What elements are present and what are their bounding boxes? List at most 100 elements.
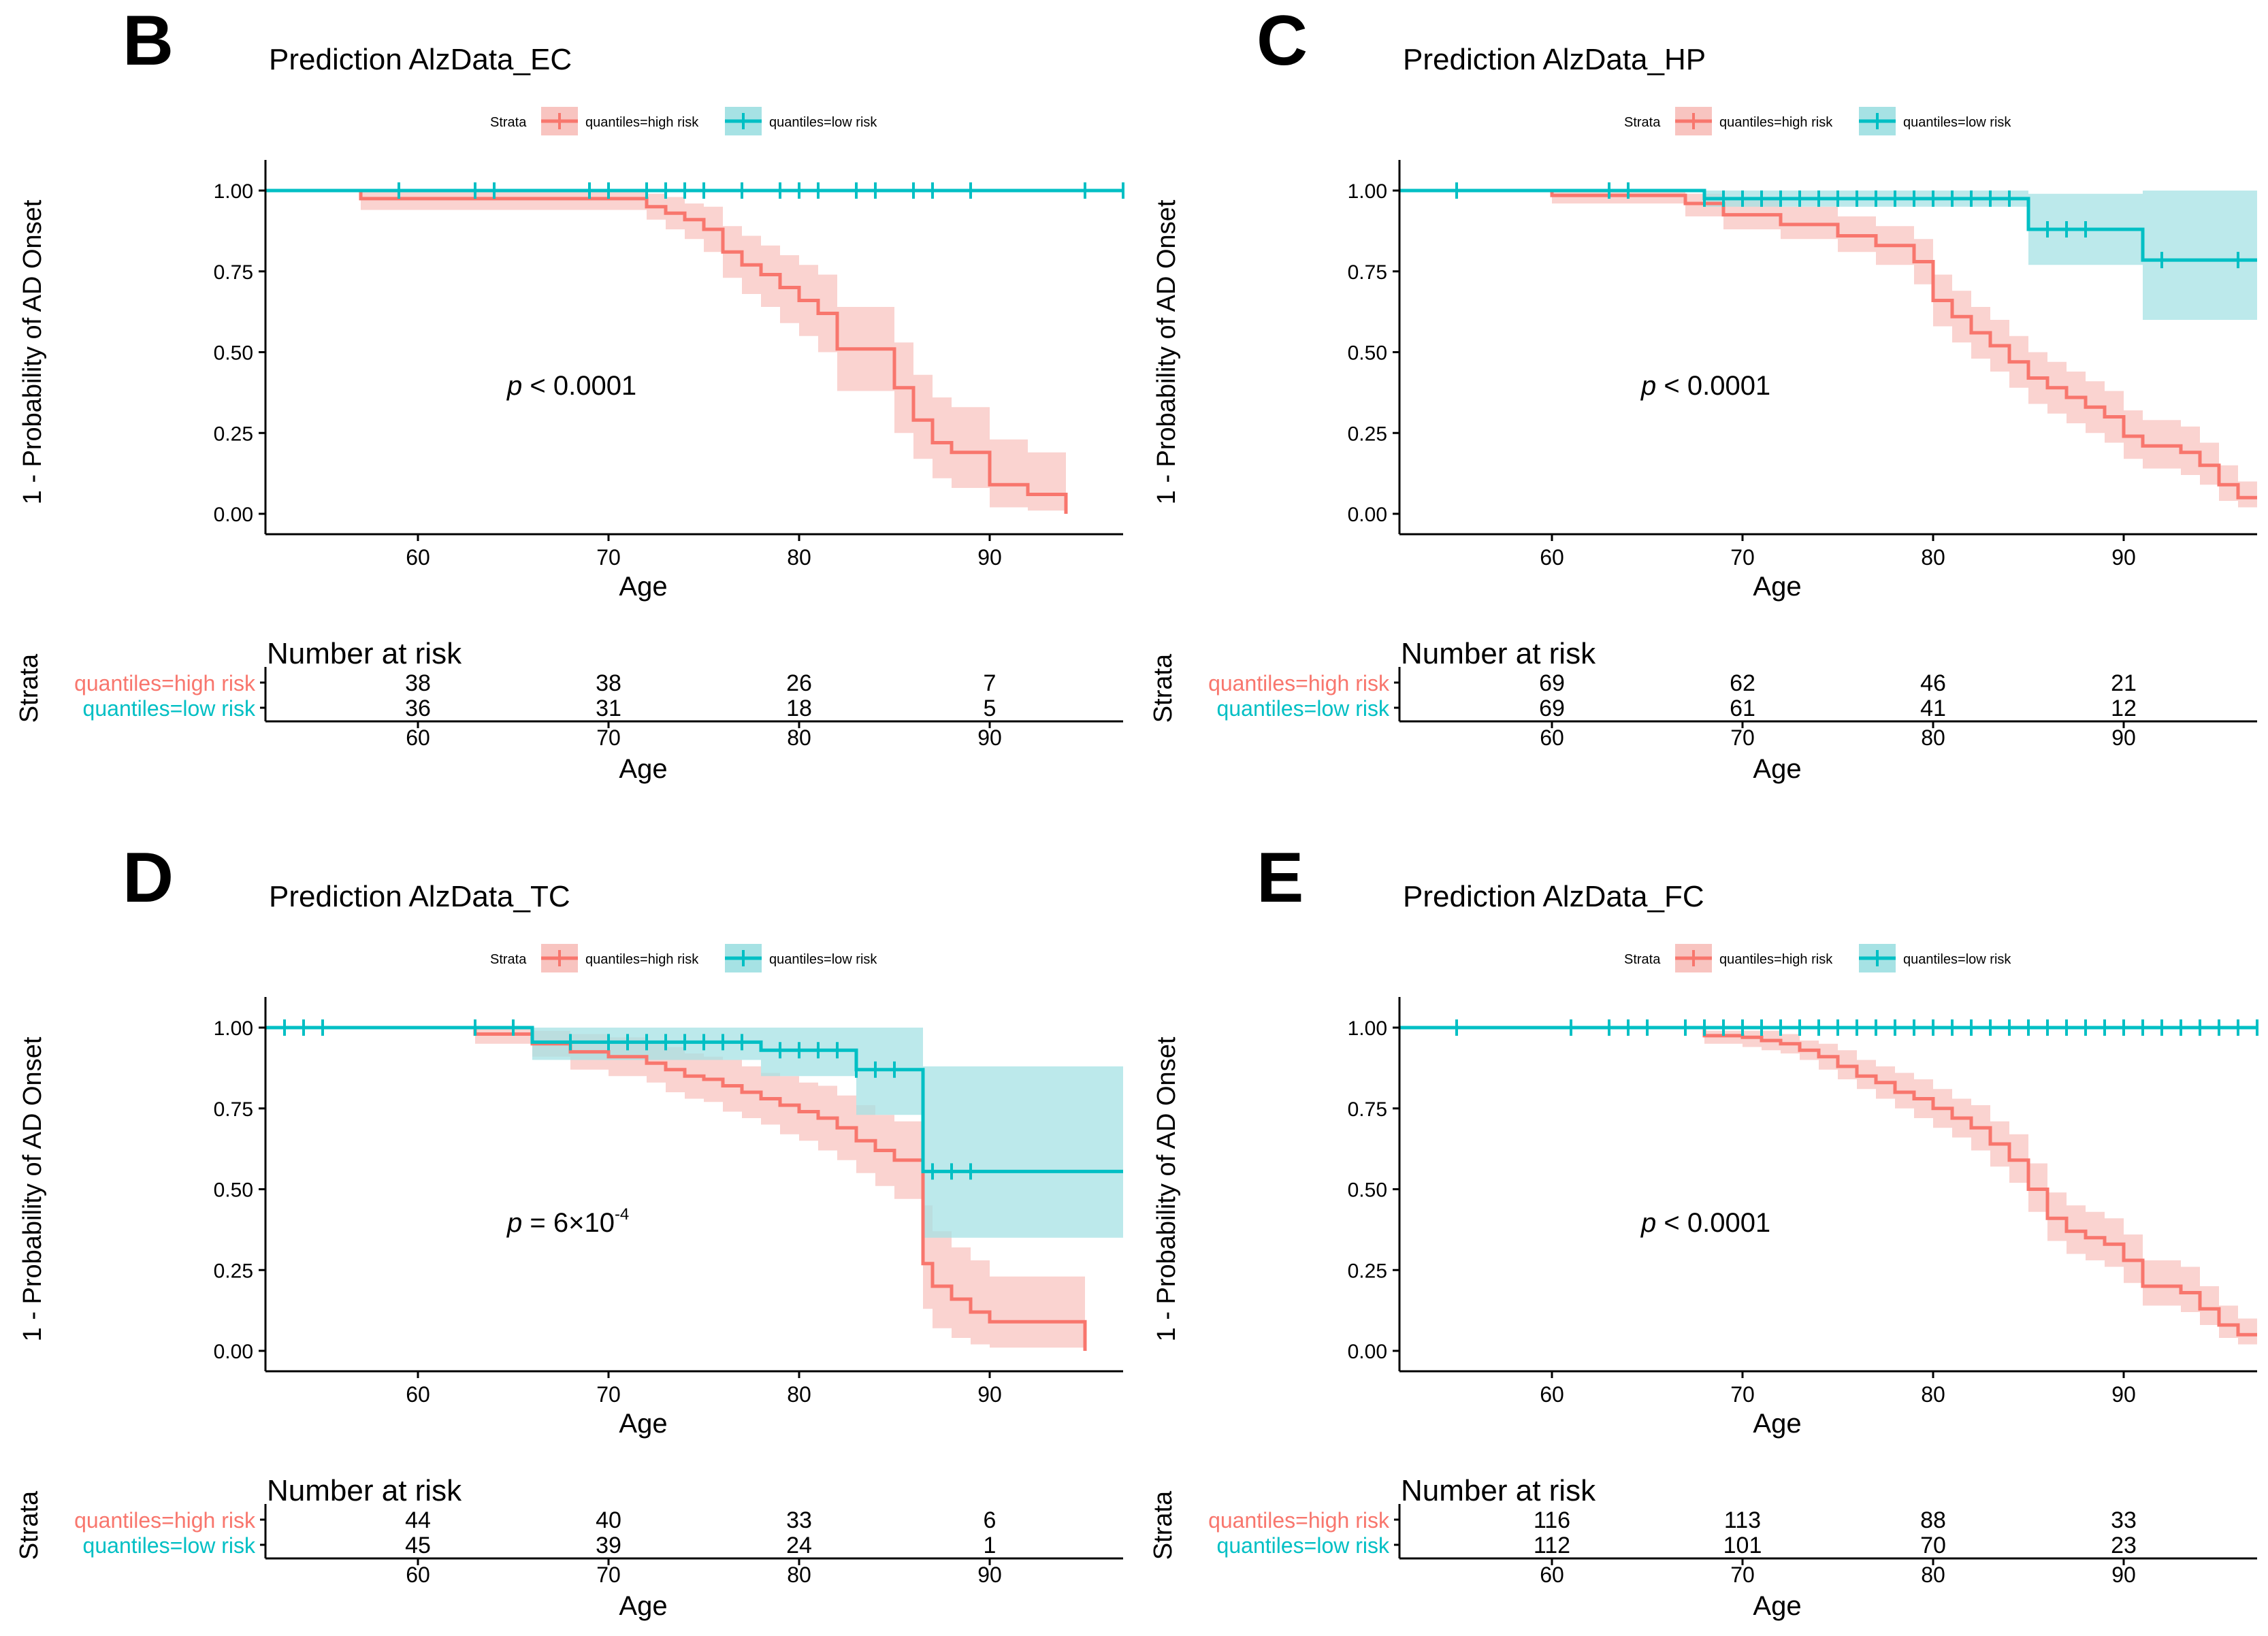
legend-high-label: quantiles=high risk (585, 952, 699, 967)
x-tick-label: 60 (1540, 545, 1564, 570)
risk-count-low: 24 (786, 1533, 812, 1558)
p-value: p = 6×10-4 (506, 1205, 629, 1238)
legend: Strata quantiles=high risk quantiles=low r… (490, 107, 877, 135)
risk-x-tick-label: 80 (787, 725, 811, 750)
risk-count-high: 40 (596, 1507, 621, 1533)
p-value: p < 0.0001 (506, 371, 636, 401)
risk-table-high-label: quantiles=high risk (1208, 1508, 1390, 1533)
y-tick-label: 0.75 (214, 1098, 253, 1121)
panel-d: D Prediction AlzData_TC Strata quantiles=hi… (15, 838, 1123, 1621)
p-value-exponent: -4 (615, 1205, 629, 1224)
risk-table-low-label: quantiles=low risk (1217, 696, 1390, 721)
y-tick-label: 0.50 (1348, 1179, 1387, 1202)
legend-low-label: quantiles=low risk (1903, 115, 2011, 130)
x-tick-label: 80 (1921, 545, 1945, 570)
risk-x-axis-label: Age (1753, 1591, 1801, 1621)
y-tick-label: 0.75 (1348, 261, 1387, 284)
x-tick-label: 90 (2111, 1382, 2136, 1407)
high-risk-curve (265, 1026, 1087, 1351)
risk-count-low: 23 (2111, 1533, 2137, 1558)
y-tick-label: 1.00 (1348, 180, 1387, 203)
high-risk-ci-band (265, 1028, 1085, 1351)
risk-count-high: 69 (1539, 670, 1565, 696)
y-axis-label: 1 - Probability of AD Onset (18, 1036, 47, 1341)
risk-table-title: Number at risk (1401, 1474, 1596, 1507)
risk-table-low-label: quantiles=low risk (83, 696, 256, 721)
y-tick-label: 0.75 (1348, 1098, 1387, 1121)
y-tick-label: 0.75 (214, 261, 253, 284)
risk-count-low: 69 (1539, 696, 1565, 721)
x-tick-label: 90 (2111, 545, 2136, 570)
risk-count-low: 12 (2111, 696, 2137, 721)
x-tick-label: 70 (1730, 545, 1755, 570)
x-tick-label: 90 (977, 545, 1002, 570)
risk-table-ylabel: Strata (15, 1490, 44, 1560)
x-tick-label: 90 (977, 1382, 1002, 1407)
y-tick-label: 0.00 (214, 504, 253, 526)
risk-count-low: 39 (596, 1533, 621, 1558)
x-axis-label: Age (619, 572, 667, 602)
risk-count-low: 18 (786, 696, 812, 721)
legend-strata-label: Strata (490, 115, 527, 130)
p-value-text: < 0.0001 (1656, 371, 1770, 401)
high-risk-ci-band (1399, 1028, 2257, 1345)
y-tick-label: 0.50 (214, 1179, 253, 1202)
p-value: p < 0.0001 (1640, 371, 1770, 401)
risk-table-title: Number at risk (267, 1474, 462, 1507)
y-tick-label: 0.00 (214, 1341, 253, 1363)
risk-count-low: 45 (405, 1533, 431, 1558)
risk-count-low: 101 (1723, 1533, 1762, 1558)
p-value-symbol: p (506, 371, 522, 401)
risk-count-high: 88 (1920, 1507, 1946, 1533)
risk-count-low: 5 (984, 696, 997, 721)
panel-e: E Prediction AlzData_FC Strata quantiles=hi… (1149, 838, 2258, 1621)
risk-count-low: 41 (1920, 696, 1946, 721)
risk-table-high-label: quantiles=high risk (74, 1508, 256, 1533)
p-value-symbol: p (1640, 371, 1656, 401)
legend-low-label: quantiles=low risk (1903, 952, 2011, 967)
risk-count-low: 70 (1920, 1533, 1946, 1558)
x-tick-label: 80 (787, 1382, 811, 1407)
risk-x-tick-label: 80 (1921, 1563, 1945, 1587)
panel-b: B Prediction AlzData_EC Strata quantiles=hi… (15, 1, 1124, 784)
low-risk-ci-band (1399, 191, 2257, 320)
legend: Strata quantiles=high risk quantiles=low r… (1624, 944, 2011, 972)
risk-table-low-label: quantiles=low risk (1217, 1533, 1390, 1558)
x-tick-label: 70 (596, 545, 621, 570)
y-tick-label: 0.50 (1348, 342, 1387, 365)
risk-x-tick-label: 70 (596, 725, 621, 750)
risk-count-high: 62 (1730, 670, 1755, 696)
risk-count-low: 112 (1534, 1533, 1570, 1558)
y-tick-label: 0.50 (214, 342, 253, 365)
risk-table-title: Number at risk (1401, 637, 1596, 670)
risk-x-tick-label: 60 (1540, 1563, 1564, 1587)
risk-x-tick-label: 60 (1540, 725, 1564, 750)
x-axis-label: Age (619, 1409, 667, 1439)
p-value-symbol: p (506, 1208, 522, 1238)
y-axis-label: 1 - Probability of AD Onset (18, 199, 47, 504)
panel-letter: B (123, 1, 174, 80)
panel-c: C Prediction AlzData_HP Strata quantiles=hi… (1149, 1, 2257, 784)
legend-strata-label: Strata (490, 952, 527, 967)
chart-title: Prediction AlzData_FC (1403, 880, 1704, 913)
legend: Strata quantiles=high risk quantiles=low r… (1624, 107, 2011, 135)
y-tick-label: 0.25 (1348, 423, 1387, 445)
risk-x-tick-label: 90 (977, 725, 1002, 750)
risk-table-high-label: quantiles=high risk (1208, 671, 1390, 696)
y-tick-label: 0.00 (1348, 504, 1387, 526)
x-tick-label: 70 (1730, 1382, 1755, 1407)
x-axis-label: Age (1753, 572, 1801, 602)
legend: Strata quantiles=high risk quantiles=low r… (490, 944, 877, 972)
y-tick-label: 0.25 (1348, 1260, 1387, 1282)
risk-count-high: 46 (1920, 670, 1946, 696)
risk-x-axis-label: Age (619, 754, 667, 784)
risk-x-tick-label: 70 (1730, 725, 1755, 750)
y-tick-label: 0.25 (214, 423, 253, 445)
risk-table-low-label: quantiles=low risk (83, 1533, 256, 1558)
risk-count-high: 33 (2111, 1507, 2137, 1533)
risk-count-high: 38 (596, 670, 621, 696)
x-tick-label: 70 (596, 1382, 621, 1407)
p-value-text: < 0.0001 (1656, 1208, 1770, 1238)
risk-x-tick-label: 70 (596, 1563, 621, 1587)
